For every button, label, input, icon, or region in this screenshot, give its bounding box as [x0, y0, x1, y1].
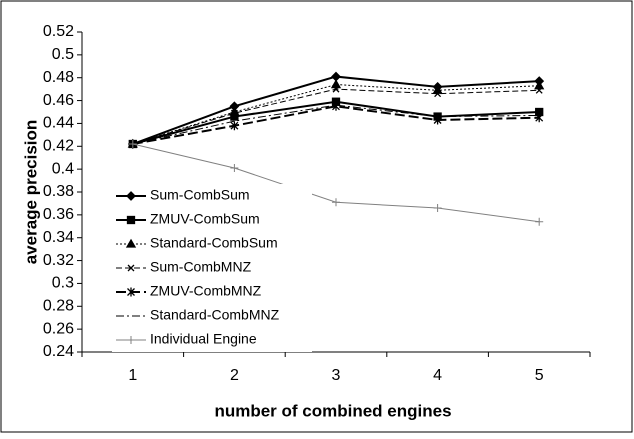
legend-label: Sum-CombSum [150, 187, 250, 203]
legend: Sum-CombSum ZMUV-CombSum Standard-CombSum S… [112, 184, 312, 352]
marker [330, 79, 342, 89]
y-tick-label: 0.38 [43, 183, 74, 200]
y-tick-label: 0.32 [43, 252, 74, 269]
legend-label: Standard-CombMNZ [150, 307, 280, 323]
y-axis-title: average precision [21, 120, 40, 265]
series [132, 104, 540, 145]
x-tick-label: 4 [433, 367, 442, 384]
y-tick-label: 0.46 [43, 92, 74, 109]
y-tick-label: 0.24 [43, 343, 74, 360]
marker [125, 238, 137, 248]
x-tick-label: 2 [230, 367, 239, 384]
series-line [132, 105, 540, 145]
marker [332, 101, 340, 111]
x-tick-label: 3 [332, 367, 341, 384]
legend-label: ZMUV-CombMNZ [150, 283, 262, 299]
y-tick-label: 0.4 [52, 160, 74, 177]
marker [535, 113, 544, 123]
y-tick-label: 0.36 [43, 206, 74, 223]
y-tick-label: 0.42 [43, 138, 74, 155]
y-tick-label: 0.34 [43, 229, 74, 246]
legend-label: ZMUV-CombSum [150, 211, 260, 227]
y-tick-label: 0.52 [43, 23, 74, 40]
x-tick-label: 5 [535, 367, 544, 384]
marker [127, 336, 135, 344]
marker [230, 121, 239, 131]
marker [127, 287, 135, 297]
y-tick-label: 0.48 [43, 69, 74, 86]
marker [127, 264, 135, 272]
y-tick-label: 0.5 [52, 46, 74, 63]
y-tick-label: 0.28 [43, 298, 74, 315]
x-axis-title: number of combined engines [214, 401, 451, 420]
marker [434, 90, 442, 98]
y-tick-label: 0.44 [43, 115, 74, 132]
marker [535, 217, 544, 226]
x-tick-label: 1 [128, 367, 137, 384]
marker [433, 204, 442, 212]
series [128, 101, 544, 149]
y-tick-label: 0.26 [43, 320, 74, 337]
legend-label: Sum-CombMNZ [150, 259, 252, 275]
marker [332, 198, 340, 207]
marker [535, 86, 543, 94]
y-tick-label: 0.3 [52, 275, 74, 292]
series-line [132, 104, 540, 145]
series [128, 140, 544, 226]
marker [534, 80, 545, 90]
legend-label: Standard-CombSum [150, 235, 278, 251]
marker [230, 109, 238, 117]
marker [128, 140, 137, 148]
marker [332, 85, 340, 93]
marker [126, 191, 136, 201]
marker [126, 215, 136, 225]
legend-label: Individual Engine [150, 331, 257, 347]
marker [230, 164, 239, 172]
